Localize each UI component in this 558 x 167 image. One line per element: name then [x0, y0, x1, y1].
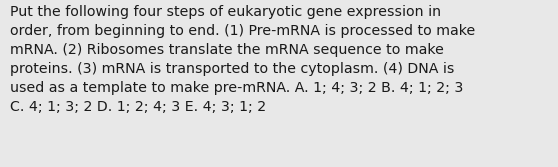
Text: Put the following four steps of eukaryotic gene expression in
order, from beginn: Put the following four steps of eukaryot… [10, 5, 475, 114]
